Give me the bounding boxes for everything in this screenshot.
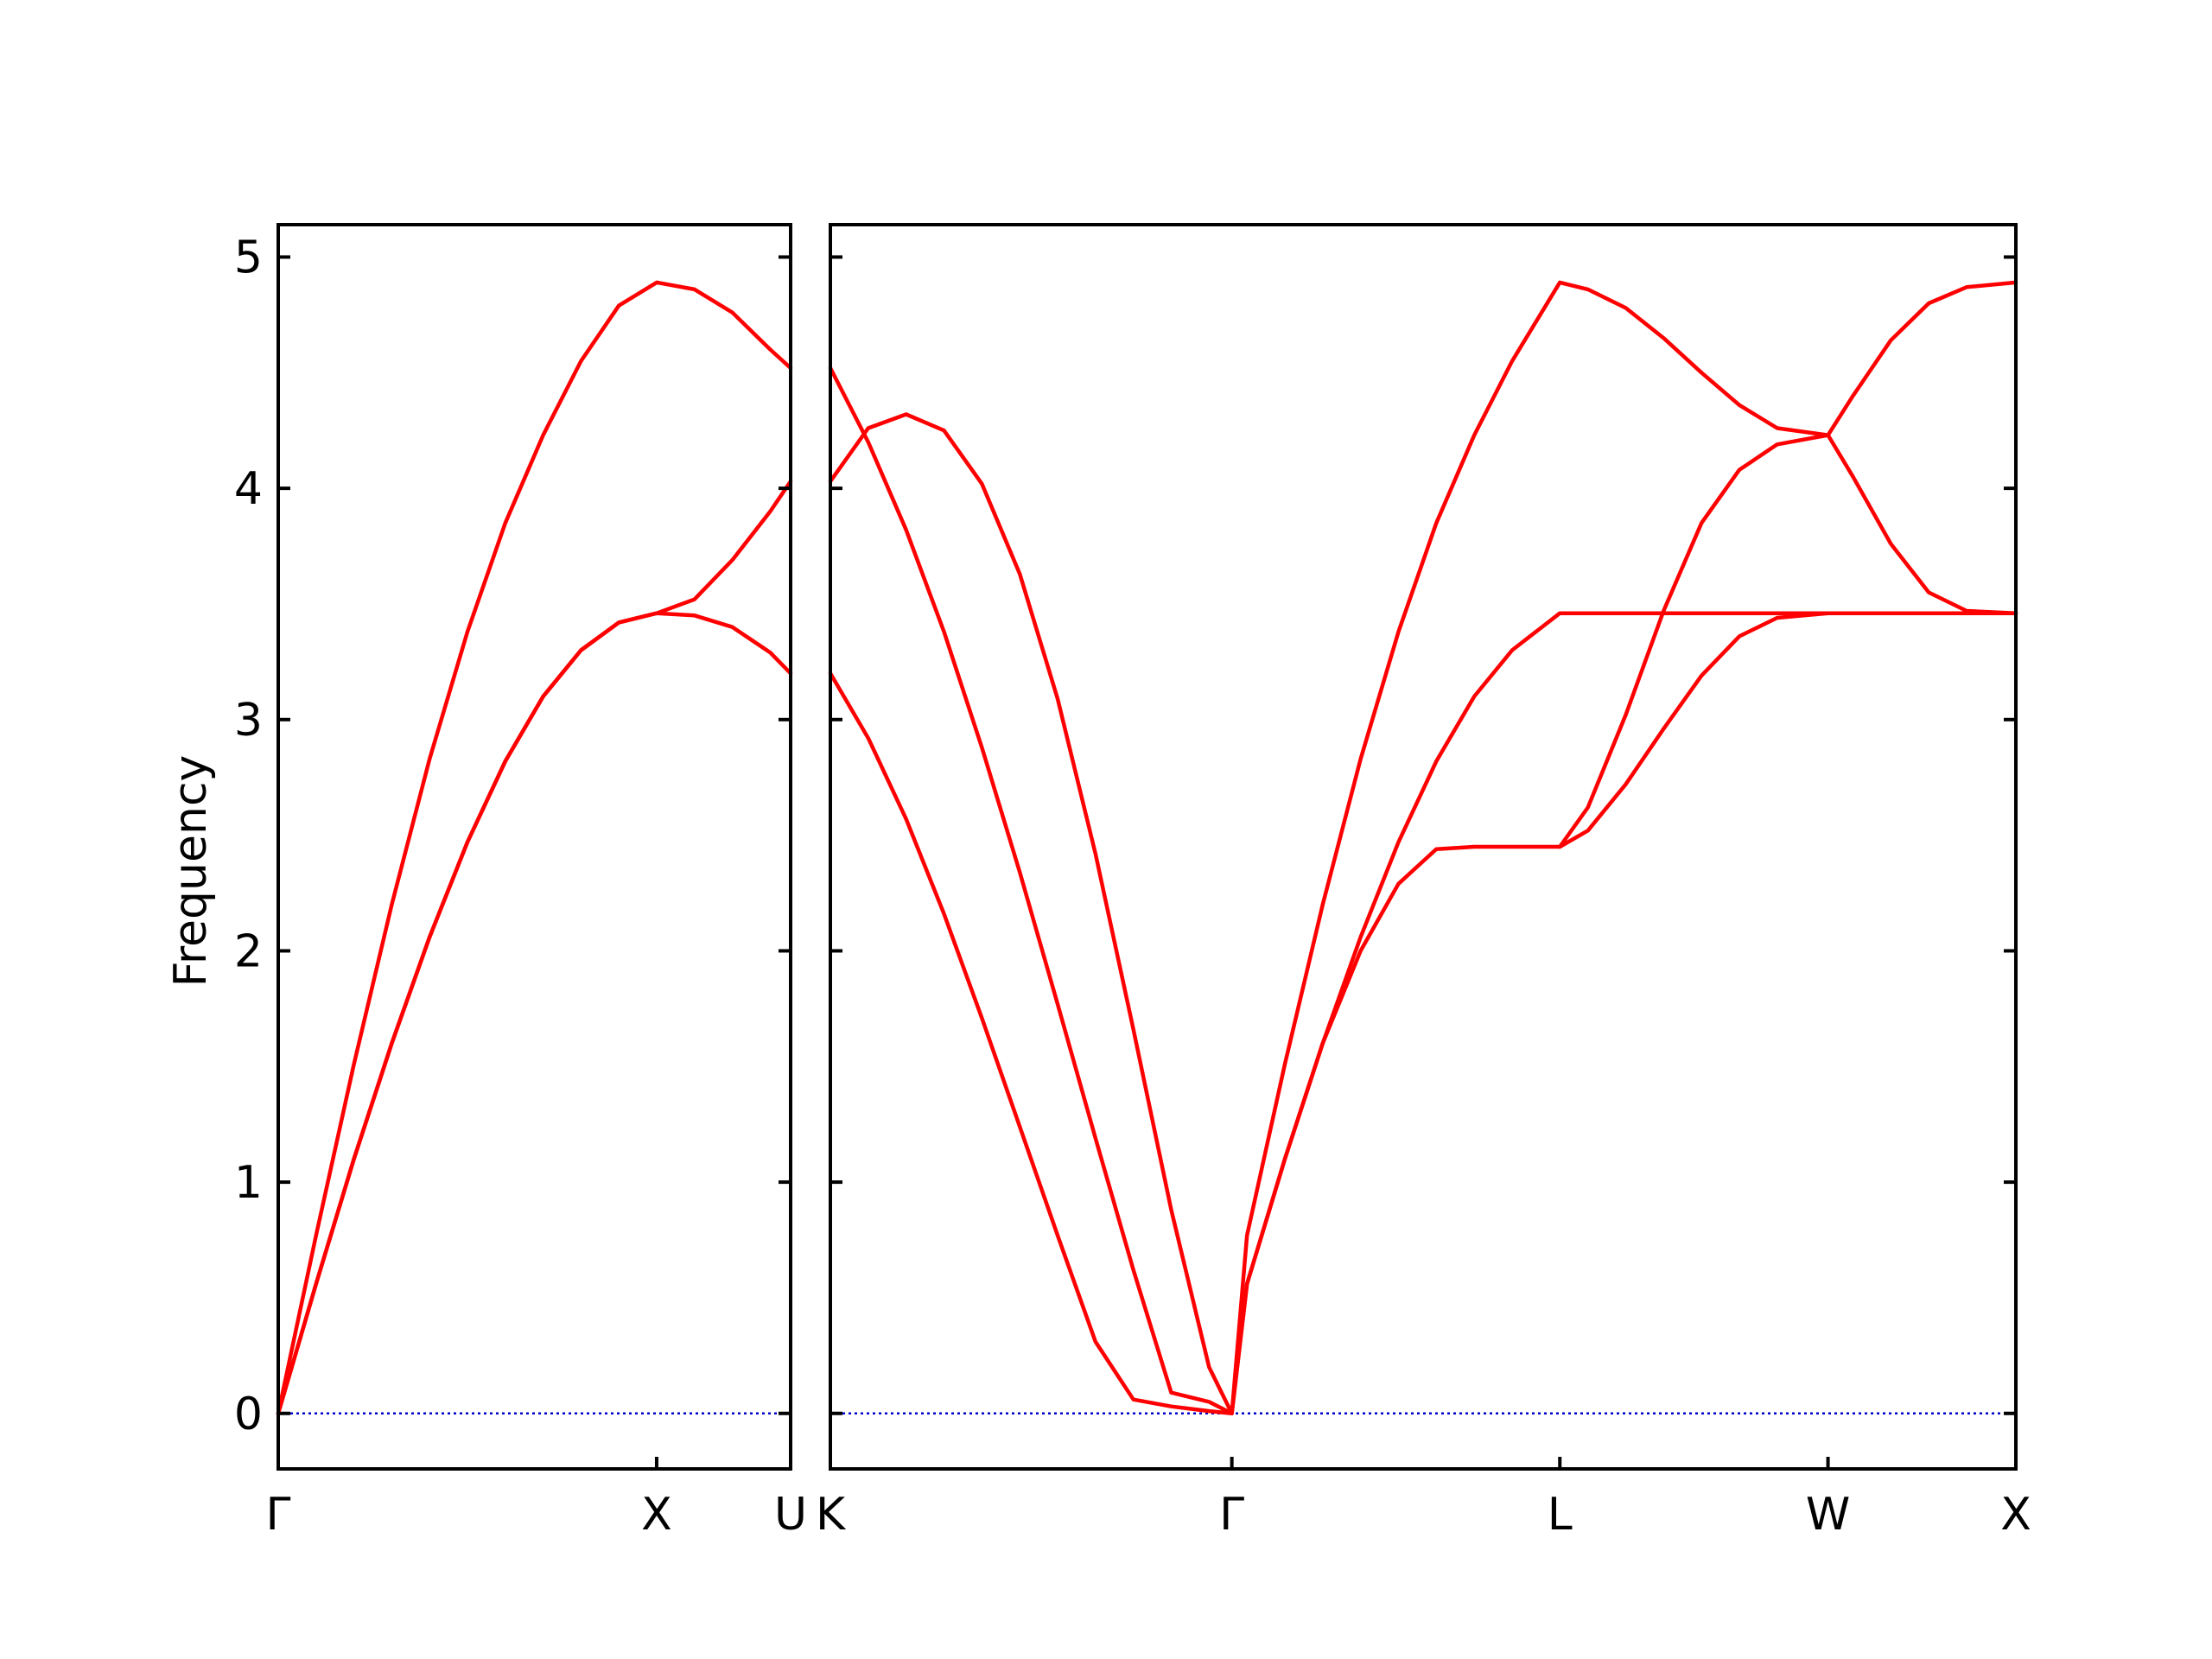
y-tick-label: 3: [234, 695, 263, 747]
x-tick-label: Γ: [266, 1489, 291, 1541]
plot-frame: [829, 223, 2018, 1471]
band-line-2: [828, 280, 2018, 1416]
x-tick-label: X: [641, 1489, 672, 1541]
x-tick-label: Γ: [1219, 1489, 1244, 1541]
band-line-4: [1557, 280, 2018, 849]
y-axis-label: Frequency: [165, 755, 217, 988]
left-panel: 0 1 2 3 4 5 Γ X U: [234, 223, 807, 1541]
y-tick-label: 0: [234, 1389, 263, 1440]
band-line-3: [276, 479, 793, 1416]
plot-frame: [276, 223, 792, 1471]
y-tick-label: 1: [234, 1157, 263, 1209]
x-tick-label: L: [1548, 1489, 1573, 1541]
band-line-2: [276, 611, 793, 1416]
band-line-3: [828, 611, 2018, 1416]
y-tick-label: 4: [234, 463, 263, 515]
x-tick-label: U: [774, 1489, 807, 1541]
x-tick-label: K: [816, 1489, 847, 1541]
x-tick-label: W: [1806, 1489, 1850, 1541]
x-tick-label: X: [2000, 1489, 2031, 1541]
y-tick-label: 2: [234, 925, 263, 977]
y-tick-label: 5: [234, 232, 263, 283]
band-line-1: [276, 280, 793, 1416]
